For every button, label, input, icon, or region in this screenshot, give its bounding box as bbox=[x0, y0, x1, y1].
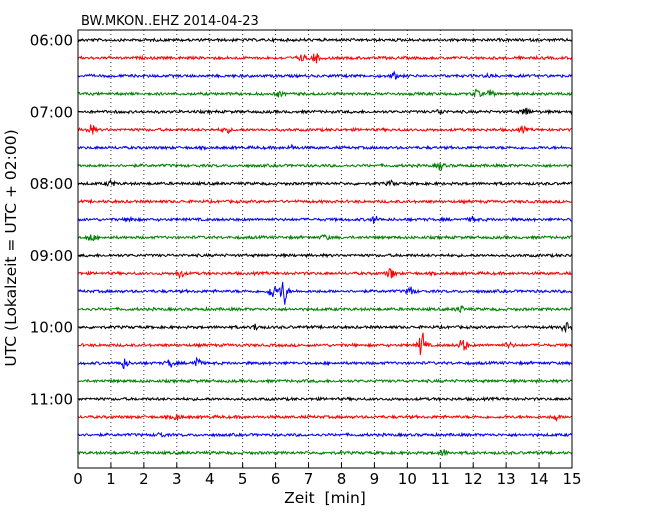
trace-1030 bbox=[77, 356, 573, 370]
y-tick-label: 07:00 bbox=[30, 103, 73, 121]
trace-0600 bbox=[77, 36, 573, 44]
trace-0930 bbox=[77, 281, 573, 305]
y-tick-label: 11:00 bbox=[30, 391, 73, 409]
trace-0800 bbox=[77, 178, 573, 187]
x-tick-label: 12 bbox=[464, 470, 483, 488]
seismic-traces bbox=[77, 36, 573, 457]
trace-1130 bbox=[77, 431, 573, 438]
x-tick-label: 14 bbox=[530, 470, 549, 488]
trace-0700 bbox=[77, 107, 573, 116]
y-tick-label: 09:00 bbox=[30, 247, 73, 265]
x-tick-label: 15 bbox=[562, 470, 581, 488]
x-tick-label: 6 bbox=[271, 470, 281, 488]
trace-0630 bbox=[77, 70, 573, 80]
chart-title: BW.MKON..EHZ 2014-04-23 bbox=[81, 14, 259, 29]
trace-0615 bbox=[77, 53, 573, 64]
x-tick-label: 11 bbox=[431, 470, 450, 488]
y-tick-label: 10:00 bbox=[30, 319, 73, 337]
y-axis-label: UTC (Lokalzeit = UTC + 02:00) bbox=[2, 129, 20, 366]
trace-0715 bbox=[77, 124, 573, 135]
x-axis-label: Zeit [min] bbox=[284, 489, 366, 507]
x-tick-label: 3 bbox=[172, 470, 182, 488]
x-tick-label: 8 bbox=[337, 470, 347, 488]
x-tick-label: 2 bbox=[139, 470, 149, 488]
x-tick-label: 1 bbox=[106, 470, 116, 488]
trace-1000 bbox=[77, 321, 573, 334]
trace-0730 bbox=[77, 143, 573, 152]
trace-0745 bbox=[77, 162, 573, 171]
trace-0900 bbox=[77, 252, 573, 259]
x-tick-label: 9 bbox=[370, 470, 380, 488]
x-tick-label: 13 bbox=[497, 470, 516, 488]
trace-1100 bbox=[77, 395, 573, 403]
x-tick-label: 0 bbox=[73, 470, 83, 488]
trace-0845 bbox=[77, 233, 573, 242]
x-tick-label: 5 bbox=[238, 470, 248, 488]
y-tick-label: 06:00 bbox=[30, 32, 73, 50]
y-axis-ticks: 06:00 07:00 08:00 09:00 10:00 11:00 bbox=[30, 32, 83, 409]
plot-frame bbox=[77, 29, 573, 469]
trace-0830 bbox=[77, 215, 573, 224]
x-tick-label: 4 bbox=[205, 470, 215, 488]
trace-1045 bbox=[77, 377, 573, 385]
trace-0945 bbox=[77, 305, 573, 314]
x-axis-ticks: 0 1 2 3 4 5 6 7 8 9 10 11 12 13 14 15 bbox=[73, 463, 582, 488]
trace-0815 bbox=[77, 198, 573, 205]
trace-1015 bbox=[77, 332, 573, 356]
x-tick-label: 7 bbox=[304, 470, 314, 488]
x-tick-label: 10 bbox=[398, 470, 417, 488]
trace-0645 bbox=[77, 88, 573, 98]
y-tick-label: 08:00 bbox=[30, 175, 73, 193]
trace-1145 bbox=[77, 449, 573, 457]
trace-1115 bbox=[77, 413, 573, 423]
trace-0915 bbox=[77, 268, 573, 280]
